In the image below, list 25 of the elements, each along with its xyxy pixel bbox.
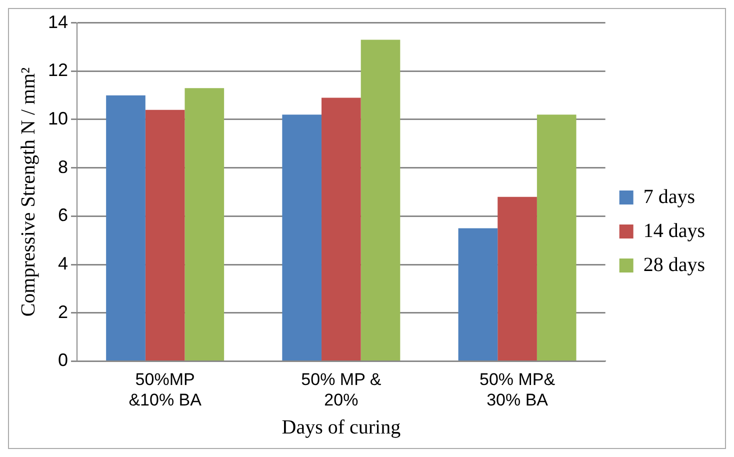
y-tick-label: 6 [58,205,68,226]
y-tick-label: 10 [48,108,68,128]
bar [498,196,537,360]
y-tick-label: 12 [48,60,68,80]
x-tick-label: 50%MP &10% BA [128,370,202,410]
legend-label: 28 days [643,254,706,276]
y-axis-title: Compressive Strength N / mm² [17,67,40,317]
bar [184,88,224,360]
legend-label: 7 days [643,186,696,208]
y-tick-label: 14 [48,12,68,32]
bar [282,114,322,360]
bar [145,110,185,360]
y-tick-label: 2 [58,302,68,322]
x-tick-label: 50% MP& 30% BA [479,370,556,410]
legend-label: 14 days [643,220,706,242]
bar [458,228,498,360]
x-axis-title: Days of curing [282,416,401,438]
bar [106,95,146,360]
y-tick-label: 4 [58,253,68,274]
bar [322,98,361,360]
x-tick-label: 50% MP & 20% [301,370,382,410]
bar [360,40,400,360]
y-tick-label: 8 [58,156,68,177]
y-tick-label: 0 [58,350,68,370]
bar [536,114,576,360]
